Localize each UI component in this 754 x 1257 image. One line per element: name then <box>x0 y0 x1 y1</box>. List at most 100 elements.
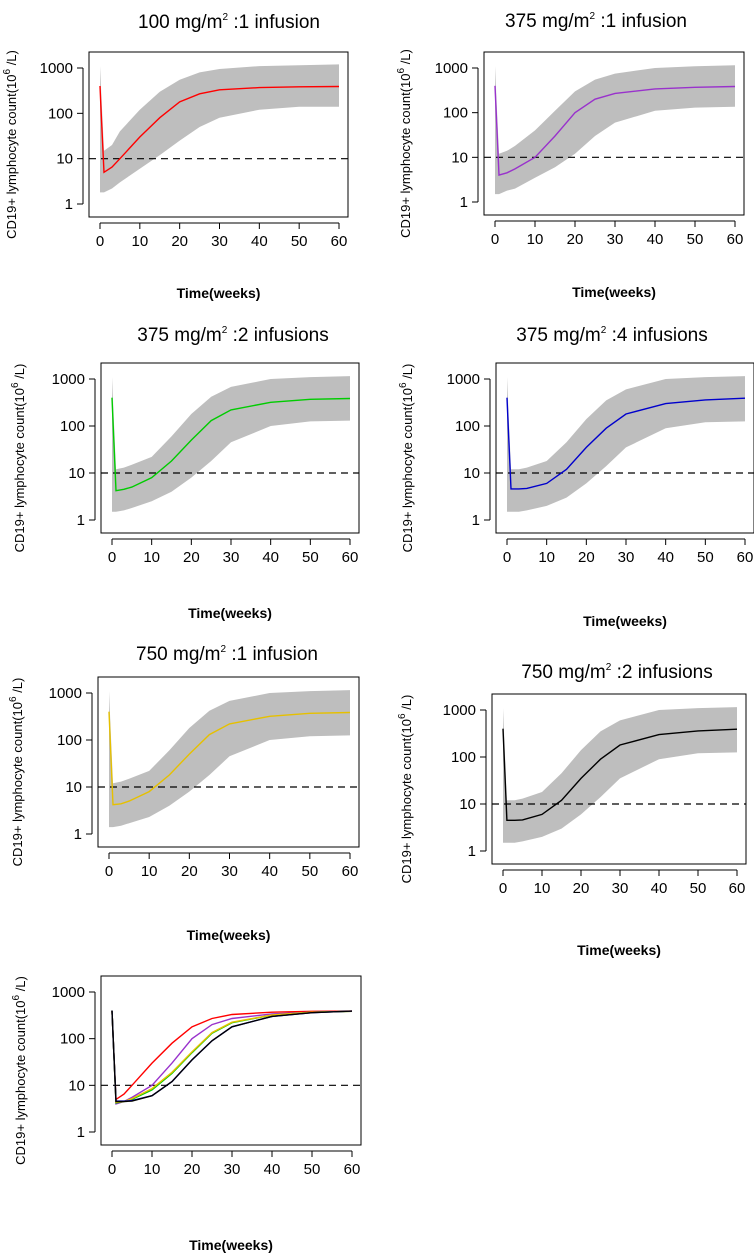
chart-panel-1: 0 10 20 30 40 50 60 1 10 100 1000 100 mg/m2 :1 infu… <box>2 12 349 301</box>
x-axis-label: Time(weeks) <box>583 613 667 629</box>
series-line <box>111 1010 353 1103</box>
x-tick-label: 0 <box>108 549 116 566</box>
x-tick-label: 60 <box>729 880 746 897</box>
series-line <box>99 85 340 174</box>
x-tick-label: 50 <box>697 549 714 566</box>
x-tick-label: 50 <box>687 231 704 248</box>
x-tick-label: 30 <box>211 233 228 250</box>
chart-panel-3: 0 10 20 30 40 50 60 1 10 100 1000 375 mg/m2 :2 infu… <box>10 325 360 621</box>
y-tick-label: 1 <box>77 512 85 529</box>
series-line <box>111 1010 353 1104</box>
y-tick-label: 10 <box>463 465 480 482</box>
chart-title: 750 mg/m2 :1 infusion <box>136 644 318 665</box>
prediction-band <box>507 376 745 512</box>
series-line <box>494 85 736 177</box>
x-tick-label: 10 <box>131 233 148 250</box>
x-tick-label: 40 <box>251 233 268 250</box>
y-tick-label: 100 <box>57 732 82 749</box>
series-line <box>111 1010 353 1105</box>
x-tick-label: 60 <box>342 863 359 880</box>
x-tick-label: 60 <box>342 549 359 566</box>
x-tick-label: 20 <box>184 1161 201 1178</box>
y-tick-label: 100 <box>60 418 85 435</box>
x-tick-label: 20 <box>573 880 590 897</box>
chart-panel-5: 0 10 20 30 40 50 60 1 10 100 1000 750 mg/m2 :1 infu… <box>8 644 360 943</box>
x-tick-label: 30 <box>612 880 629 897</box>
chart-panel-7: 0 10 20 30 40 50 60 1 10 100 1000 Time(weeks) CD19+ … <box>11 975 362 1253</box>
chart-panel-2: 0 10 20 30 40 50 60 1 10 100 1000 375 mg/m2 :1 infu… <box>396 11 745 300</box>
x-axis-label: Time(weeks) <box>188 605 272 621</box>
x-axis-label: Time(weeks) <box>187 927 271 943</box>
prediction-band <box>100 64 339 193</box>
y-tick-label: 100 <box>455 418 480 435</box>
y-tick-label: 10 <box>65 779 82 796</box>
y-tick-label: 1 <box>460 194 468 211</box>
y-tick-label: 1 <box>77 1124 85 1141</box>
y-tick-label: 1000 <box>435 60 468 77</box>
x-tick-label: 50 <box>302 549 319 566</box>
y-tick-label: 10 <box>451 149 468 166</box>
chart-title: 100 mg/m2 :1 infusion <box>138 12 320 33</box>
x-axis-label: Time(weeks) <box>189 1237 273 1253</box>
y-tick-label: 1000 <box>52 371 85 388</box>
x-tick-label: 60 <box>344 1161 361 1178</box>
series-line <box>111 1010 353 1104</box>
x-tick-label: 10 <box>534 880 551 897</box>
plot-frame <box>97 676 360 848</box>
x-tick-label: 40 <box>261 863 278 880</box>
chart-title: 375 mg/m2 :1 infusion <box>505 11 687 32</box>
x-tick-label: 10 <box>141 863 158 880</box>
series-line <box>111 397 351 492</box>
y-tick-label: 10 <box>68 465 85 482</box>
y-tick-label: 1000 <box>447 371 480 388</box>
x-tick-label: 30 <box>224 1161 241 1178</box>
x-tick-label: 50 <box>304 1161 321 1178</box>
y-axis-label: CD19+ lymphocyte count(106 /L) <box>398 364 415 553</box>
x-tick-label: 30 <box>607 231 624 248</box>
y-tick-label: 1 <box>468 843 476 860</box>
series-line <box>506 397 746 490</box>
x-axis-label: Time(weeks) <box>177 285 261 301</box>
series-line <box>502 728 738 821</box>
y-tick-label: 10 <box>56 151 73 168</box>
chart-panel-6: 0 10 20 30 40 50 60 1 10 100 1000 750 mg/m2 :2 infu… <box>397 662 747 958</box>
x-tick-label: 40 <box>264 1161 281 1178</box>
y-tick-label: 1000 <box>52 984 85 1001</box>
x-tick-label: 10 <box>527 231 544 248</box>
x-tick-label: 0 <box>503 549 511 566</box>
series-line <box>111 1010 353 1101</box>
x-tick-label: 10 <box>538 549 555 566</box>
x-tick-label: 20 <box>183 549 200 566</box>
prediction-band <box>112 376 350 512</box>
plot-frame <box>495 362 754 534</box>
y-tick-label: 1000 <box>40 60 73 77</box>
x-tick-label: 0 <box>499 880 507 897</box>
x-tick-label: 0 <box>108 1161 116 1178</box>
y-tick-label: 100 <box>443 105 468 122</box>
y-tick-label: 100 <box>60 1031 85 1048</box>
prediction-band <box>495 65 735 195</box>
y-tick-label: 1000 <box>49 685 82 702</box>
y-axis-label: CD19+ lymphocyte count(106 /L) <box>397 695 414 884</box>
y-tick-label: 10 <box>68 1077 85 1094</box>
x-tick-label: 50 <box>690 880 707 897</box>
plot-frame <box>100 975 362 1146</box>
x-tick-label: 50 <box>301 863 318 880</box>
x-tick-label: 40 <box>657 549 674 566</box>
x-tick-label: 20 <box>567 231 584 248</box>
y-axis-label: CD19+ lymphocyte count(106 /L) <box>8 678 25 867</box>
series-line <box>108 711 351 806</box>
x-tick-label: 30 <box>223 549 240 566</box>
prediction-band <box>503 707 737 843</box>
x-tick-label: 10 <box>143 549 160 566</box>
x-tick-label: 30 <box>221 863 238 880</box>
y-axis-label: CD19+ lymphocyte count(106 /L) <box>11 976 28 1165</box>
x-tick-label: 40 <box>651 880 668 897</box>
x-tick-label: 60 <box>727 231 744 248</box>
plot-frame <box>491 693 747 865</box>
chart-panel-4: 0 10 20 30 40 50 60 1 10 100 1000 375 mg/m2 :4 infu… <box>398 325 754 629</box>
y-tick-label: 1 <box>74 826 82 843</box>
x-tick-label: 60 <box>331 233 348 250</box>
plot-frame <box>483 51 745 216</box>
x-axis-label: Time(weeks) <box>577 942 661 958</box>
